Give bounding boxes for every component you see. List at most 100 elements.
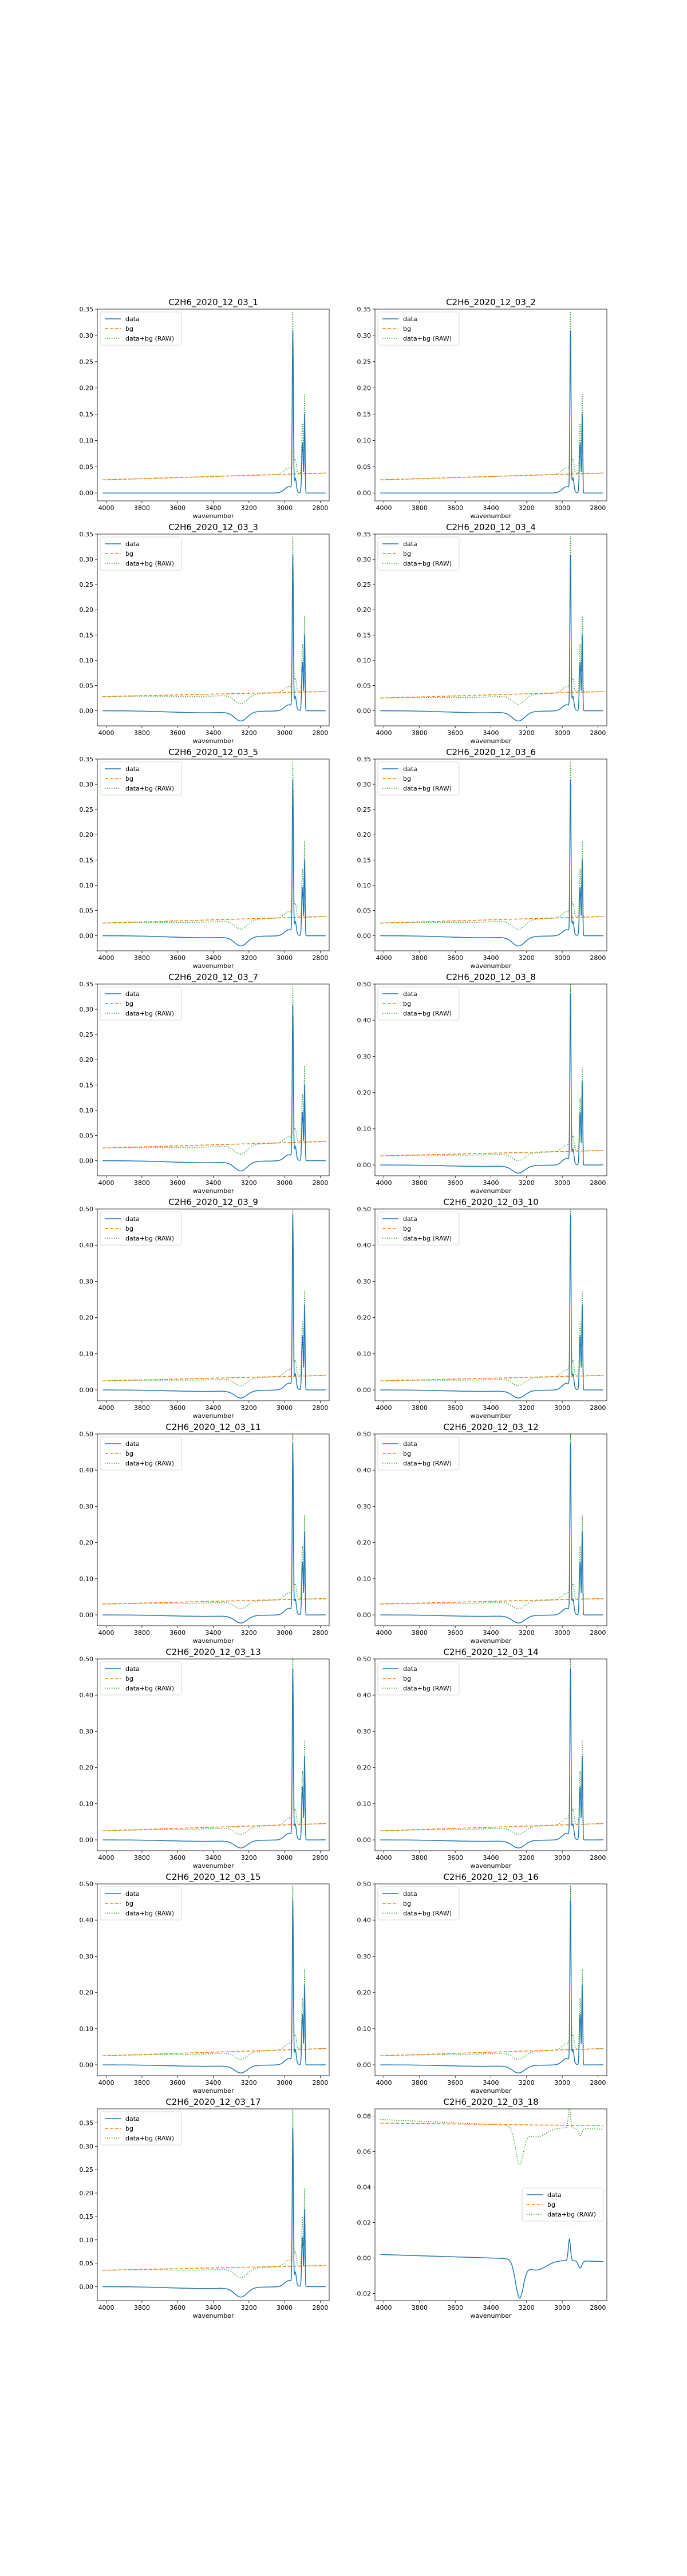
x-tick-label: 4000 (376, 1629, 392, 1637)
x-tick-label: 3800 (134, 2079, 150, 2087)
legend-box (100, 536, 182, 571)
y-tick-label: 0.20 (357, 1764, 372, 1772)
y-tick-label: 0.15 (357, 856, 372, 864)
x-tick-label: 3600 (447, 2304, 463, 2312)
y-tick-label: 0.30 (80, 332, 94, 339)
y-tick-label: 0.20 (357, 1314, 372, 1322)
y-tick-label: 0.05 (80, 907, 94, 914)
legend-box (100, 2111, 182, 2146)
subplot-8: C2H6_2020_12_03_8 4000 3800 3600 3400 3200 300… (357, 972, 607, 1195)
legend-item-bg-label: bg (403, 775, 411, 783)
legend-item-data-label: data (403, 1890, 417, 1898)
x-tick-label: 2800 (312, 1404, 328, 1412)
legend: data bg data+bg (RAW) (377, 1886, 460, 1921)
x-tick-label: 3600 (169, 2304, 185, 2312)
subplot-title: C2H6_2020_12_03_3 (168, 522, 258, 533)
x-axis-label: wavenumber (471, 2087, 512, 2095)
x-tick-label: 4000 (376, 504, 392, 512)
legend-item-raw-label: data+bg (RAW) (403, 1460, 452, 1467)
y-tick-label: 0.50 (80, 1656, 94, 1663)
y-tick-label: 0.10 (80, 1107, 94, 1114)
legend-item-data-label: data (125, 1890, 140, 1898)
legend: data bg data+bg (RAW) (100, 1436, 182, 1471)
y-tick-label: 0.20 (80, 831, 94, 839)
series-data-line (380, 1901, 603, 2073)
legend: data bg data+bg (RAW) (100, 2111, 182, 2146)
x-tick-label: 3000 (554, 729, 570, 737)
series-bg-line (102, 916, 326, 924)
y-tick-label: 0.05 (80, 2260, 94, 2267)
series-data-line (102, 554, 326, 722)
series-bg-line (380, 916, 603, 924)
x-tick-label: 3200 (241, 1629, 257, 1637)
x-tick-label: 2800 (312, 729, 328, 737)
x-tick-label: 3600 (447, 1179, 463, 1187)
x-tick-label: 4000 (98, 2079, 114, 2087)
y-tick-label: 0.06 (357, 2148, 372, 2155)
x-tick-label: 3400 (206, 1629, 222, 1637)
legend-item-raw-label: data+bg (RAW) (403, 1910, 452, 1917)
legend-item-data-label: data (403, 315, 417, 323)
x-tick-label: 2800 (312, 954, 328, 962)
subplot-title: C2H6_2020_12_03_18 (443, 2097, 538, 2108)
plot-lines (380, 536, 603, 722)
legend-item-bg-label: bg (125, 1900, 133, 1907)
series-data-line (380, 1214, 603, 1398)
y-tick-label: 0.30 (80, 556, 94, 563)
x-tick-label: 3800 (412, 1854, 428, 1862)
subplot-title: C2H6_2020_12_03_1 (168, 297, 258, 308)
legend-item-bg-label: bg (125, 1675, 133, 1682)
x-tick-label: 4000 (98, 1629, 114, 1637)
x-tick-label: 3200 (519, 2079, 535, 2087)
series-bg-line (102, 2265, 326, 2271)
x-axis-label: wavenumber (471, 962, 512, 970)
plot-lines (380, 311, 603, 493)
x-tick-label: 2800 (312, 2304, 328, 2312)
legend-item-raw-label: data+bg (RAW) (125, 1235, 174, 1242)
y-tick-label: 0.10 (357, 1350, 372, 1358)
series-bg-line (380, 2048, 603, 2056)
legend-item-bg-label: bg (403, 1000, 411, 1008)
x-tick-label: 3400 (483, 1404, 499, 1412)
legend-item-bg-label: bg (125, 1000, 133, 1008)
x-tick-label: 3600 (169, 1629, 185, 1637)
x-tick-label: 3200 (519, 2304, 535, 2312)
series-data-line (102, 1004, 326, 1172)
subplot-title: C2H6_2020_12_03_9 (168, 1197, 258, 1208)
subplot-title: C2H6_2020_12_03_11 (165, 1422, 260, 1433)
x-tick-label: 2800 (312, 2079, 328, 2087)
legend-item-data-label: data (403, 1215, 417, 1223)
y-tick-label: 0.00 (357, 933, 372, 940)
plot-lines (102, 761, 326, 947)
x-tick-label: 2800 (590, 2079, 606, 2087)
y-tick-label: 0.10 (357, 437, 372, 444)
y-tick-label: 0.30 (80, 1006, 94, 1013)
x-tick-label: 3800 (412, 729, 428, 737)
x-tick-label: 3400 (483, 504, 499, 512)
x-axis-label: wavenumber (471, 2312, 512, 2320)
subplot-11: C2H6_2020_12_03_11 4000 3800 3600 3400 3200 30… (80, 1422, 330, 1645)
series-data-line (380, 1668, 603, 1848)
subplot-title: C2H6_2020_12_03_10 (443, 1197, 538, 1208)
y-tick-label: 0.25 (80, 2166, 94, 2174)
plot-lines (380, 2109, 603, 2298)
x-tick-label: 2800 (590, 504, 606, 512)
legend-item-data-label: data (125, 1215, 140, 1223)
x-tick-label: 3800 (134, 2304, 150, 2312)
series-bg-line (102, 1823, 326, 1831)
subplot-title: C2H6_2020_12_03_7 (168, 972, 258, 983)
x-tick-label: 2800 (312, 504, 328, 512)
subplot-title: C2H6_2020_12_03_16 (443, 1872, 538, 1883)
x-tick-label: 3400 (483, 2304, 499, 2312)
legend-item-bg-label: bg (125, 550, 133, 558)
x-tick-label: 3400 (483, 2079, 499, 2087)
x-tick-label: 3600 (447, 954, 463, 962)
y-tick-label: 0.20 (357, 831, 372, 839)
y-tick-label: 0.35 (80, 306, 94, 313)
x-tick-label: 4000 (376, 1404, 392, 1412)
legend-box (377, 1211, 460, 1246)
y-tick-label: 0.00 (357, 1386, 372, 1394)
x-tick-label: 3800 (134, 729, 150, 737)
legend-item-raw-label: data+bg (RAW) (403, 560, 452, 567)
series-data-line (380, 779, 603, 947)
